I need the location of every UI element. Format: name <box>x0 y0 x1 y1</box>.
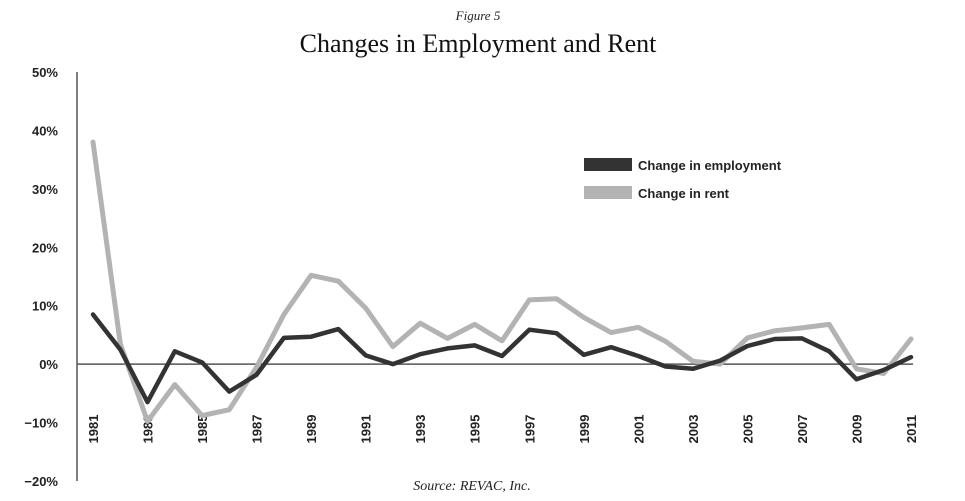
x-tick-label: 2001 <box>631 415 646 444</box>
series-line-rent <box>90 139 914 424</box>
y-tick-label: 20% <box>32 240 58 255</box>
figure-label: Figure 5 <box>455 8 501 23</box>
legend-swatch-rent <box>584 186 632 199</box>
y-tick-label: 0% <box>39 357 58 372</box>
x-tick-label: 1983 <box>141 415 156 444</box>
x-tick-label: 1981 <box>86 415 101 444</box>
legend-swatch-employment <box>584 158 632 171</box>
x-tick-label: 1987 <box>250 415 265 444</box>
x-tick-label: 2009 <box>849 415 864 444</box>
x-tick-label: 1995 <box>468 415 483 444</box>
legend-label-rent: Change in rent <box>638 186 730 201</box>
x-tick-label: 2007 <box>795 415 810 444</box>
x-tick-label: 1997 <box>522 415 537 444</box>
y-tick-label: 30% <box>32 182 58 197</box>
chart-title: Changes in Employment and Rent <box>300 29 658 58</box>
x-tick-label: 1989 <box>304 415 319 444</box>
series-line-employment <box>90 312 914 405</box>
source-note: Source: REVAC, Inc. <box>413 479 530 494</box>
y-tick-label: −10% <box>24 416 58 431</box>
x-tick-label: 1985 <box>195 415 210 444</box>
x-tick-label: 2011 <box>904 415 919 443</box>
x-tick-label: 1993 <box>413 415 428 444</box>
legend: Change in employment Change in rent <box>584 158 782 201</box>
x-axis-ticks: 1981 1983 1985 1987 1989 1991 1993 1995 1997 1999… <box>86 415 919 444</box>
y-tick-label: −20% <box>24 474 58 489</box>
legend-label-employment: Change in employment <box>638 158 782 173</box>
x-tick-label: 2003 <box>686 415 701 444</box>
y-axis-ticks: −20% −10% 0% 10% 20% 30% 40% 50% <box>24 65 58 489</box>
series-lines <box>90 139 914 424</box>
y-tick-label: 40% <box>32 123 58 138</box>
x-tick-label: 1991 <box>359 415 374 444</box>
axes <box>76 72 913 481</box>
y-tick-label: 50% <box>32 65 58 80</box>
x-tick-label: 1999 <box>577 415 592 444</box>
y-tick-label: 10% <box>32 299 58 314</box>
x-tick-label: 2005 <box>740 415 755 444</box>
